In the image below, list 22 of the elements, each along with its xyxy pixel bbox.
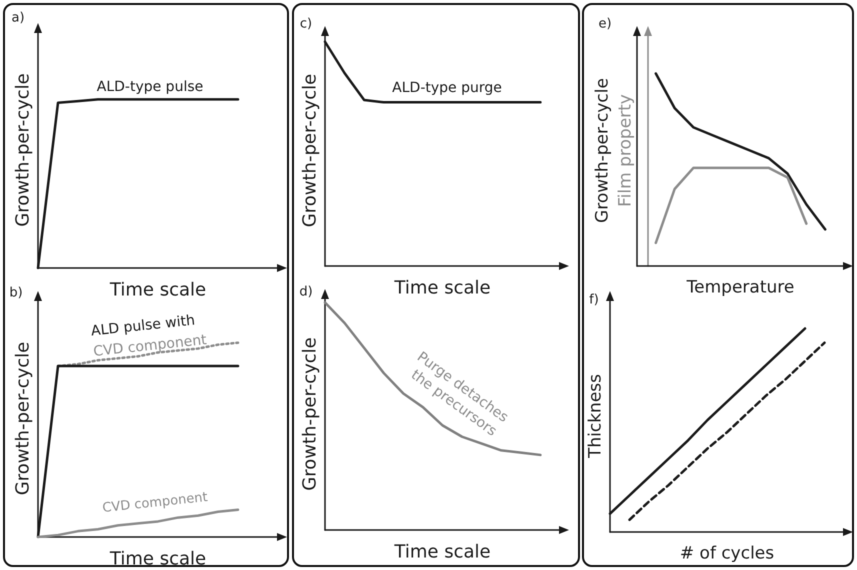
annotation: CVD component (102, 490, 208, 516)
text: a) (11, 10, 25, 26)
y-axis-title: Growth-per-cycle (300, 74, 320, 228)
text: e) (598, 16, 612, 32)
x-axis-title: Time scale (393, 277, 491, 298)
x-axis-title: Temperature (686, 277, 794, 298)
y-axis-title: Growth-per-cycle (12, 342, 34, 496)
x-axis-title: Time scale (393, 541, 491, 562)
x-axis-title: # of cycles (680, 543, 774, 564)
text: d) (299, 284, 313, 300)
x-axis-title: Time scale (108, 548, 206, 570)
y-axis-title: Growth-per-cycle (592, 78, 612, 223)
text: c) (300, 16, 312, 32)
y-axis-title: Growth-per-cycle (300, 337, 320, 491)
text: f) (589, 292, 599, 308)
text: b) (9, 286, 23, 300)
y-axis-title: Thickness (586, 374, 606, 460)
text: ALD-type pulse (96, 79, 204, 95)
y-axis-title: Growth-per-cycle (12, 73, 34, 227)
x-axis-title: Time scale (108, 279, 206, 300)
y2-axis-title: Film property (616, 94, 636, 207)
annotation: ALD-type purge (392, 80, 502, 96)
